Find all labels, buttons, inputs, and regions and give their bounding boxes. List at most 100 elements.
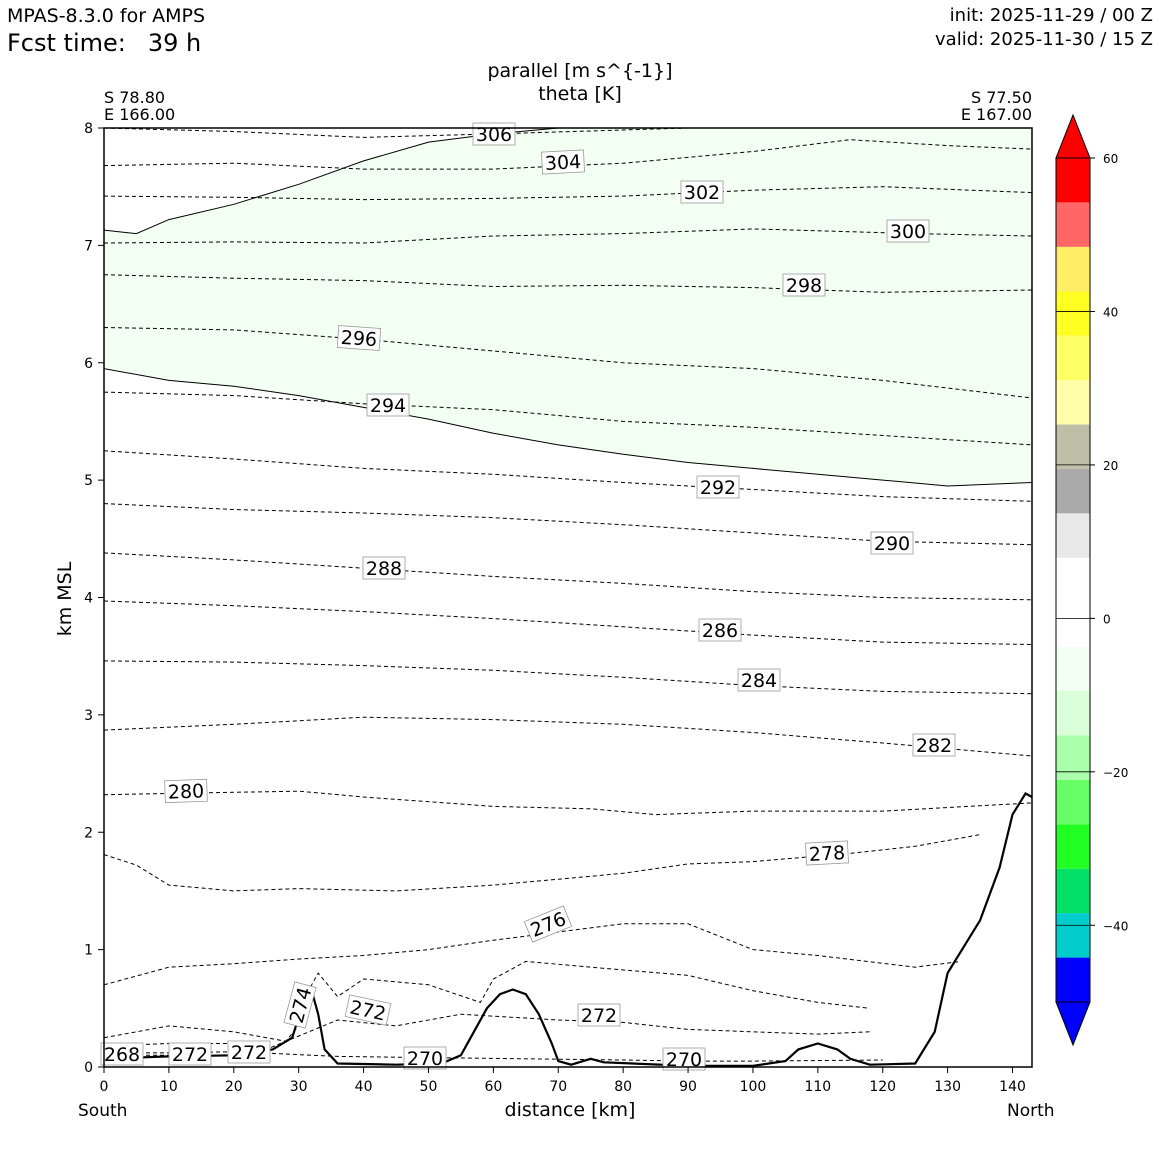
colorbar-segment — [1056, 468, 1090, 514]
x-tick-label: 90 — [679, 1079, 697, 1095]
colorbar-segment — [1056, 779, 1090, 825]
theta-contour-284 — [104, 660, 1032, 695]
y-tick-label: 0 — [84, 1060, 93, 1076]
contour-label-text: 302 — [684, 182, 720, 204]
contour-label-text: 292 — [700, 477, 736, 499]
contour-label-box — [737, 668, 781, 692]
y-tick-label: 7 — [84, 238, 93, 254]
contour-label-text: 272 — [231, 1042, 267, 1064]
theta-contour-280 — [104, 790, 1032, 816]
left-endpoint-lon: E 166.00 — [104, 105, 176, 124]
contour-label-box — [698, 618, 742, 642]
contour-label: 268 — [100, 1042, 144, 1066]
north-label: North — [1007, 1101, 1055, 1121]
x-tick-label: 20 — [225, 1079, 243, 1095]
contour-label-box — [362, 556, 406, 580]
theta-contour-292 — [104, 450, 1032, 502]
x-tick-label: 10 — [160, 1079, 178, 1095]
theta-contour-294 — [104, 391, 1032, 446]
y-tick-label: 1 — [84, 943, 93, 959]
valid-time: valid: 2025-11-30 / 15 Z — [935, 29, 1153, 50]
contour-label-box — [870, 531, 914, 555]
contour-label: 306 — [472, 122, 516, 146]
contour-label-text: 270 — [666, 1049, 702, 1071]
contour-label: 302 — [680, 180, 724, 204]
contour-label-text: 272 — [581, 1005, 617, 1027]
contour-label-box — [782, 273, 826, 297]
forecast-time-label: Fcst time: — [7, 29, 126, 57]
contour-label-box — [344, 994, 392, 1026]
wind-fill-region — [104, 128, 1032, 486]
contour-label: 272 — [168, 1042, 212, 1066]
contour-label: 270 — [662, 1047, 706, 1071]
colorbar-tick-label: 20 — [1103, 459, 1118, 473]
contour-label: 294 — [366, 393, 410, 417]
contour-label: 296 — [336, 325, 382, 351]
contour-label: 304 — [541, 149, 585, 175]
colorbar: 60 40 20 0 −20 −40 — [1055, 113, 1128, 1047]
x-tick-label: 140 — [999, 1079, 1026, 1095]
model-name: MPAS-8.3.0 for AMPS — [7, 5, 206, 27]
contour-label-text: 290 — [874, 533, 910, 555]
y-tick-label: 3 — [84, 708, 93, 724]
contour-label-box — [886, 219, 930, 243]
contour-label: 272 — [577, 1003, 621, 1027]
colorbar-tick-label: 40 — [1103, 305, 1118, 319]
contour-label-text: 272 — [348, 996, 388, 1025]
theta-contour-304 — [104, 139, 1032, 170]
south-label: South — [78, 1101, 128, 1121]
x-tick-label: 100 — [740, 1079, 767, 1095]
colorbar-tick-label: −20 — [1103, 766, 1128, 780]
contour-label-box — [680, 180, 724, 204]
contour-label: 298 — [782, 273, 826, 297]
colorbar-segment — [1056, 602, 1090, 647]
contour-label: 286 — [698, 618, 742, 642]
colorbar-tick-label: −40 — [1103, 919, 1128, 933]
contour-label-box — [696, 475, 740, 499]
contour-label-box — [662, 1047, 706, 1071]
right-endpoint-lon: E 167.00 — [960, 105, 1032, 124]
y-tick-label: 6 — [84, 356, 93, 372]
x-tick-label: 70 — [549, 1079, 567, 1095]
contour-label-text: 268 — [104, 1044, 140, 1066]
contour-label-text: 272 — [172, 1044, 208, 1066]
theta-contour-276 — [104, 923, 961, 986]
colorbar-over-triangle — [1055, 113, 1091, 159]
contour-label: 288 — [362, 556, 406, 580]
y-tick-label: 8 — [84, 121, 93, 137]
theta-contour-274 — [104, 960, 870, 1042]
x-tick-label: 130 — [934, 1079, 961, 1095]
forecast-time: Fcst time: 39 h — [7, 29, 201, 57]
y-tick-label: 4 — [84, 591, 93, 607]
wind-contour-lower — [104, 368, 1032, 487]
colorbar-segment — [1056, 335, 1090, 381]
x-axis-label: distance [km] — [504, 1099, 636, 1121]
contour-label-box — [541, 149, 585, 175]
theta-contour-278 — [104, 834, 981, 892]
colorbar-segment — [1056, 957, 1090, 1002]
x-tick-label: 120 — [869, 1079, 896, 1095]
contour-label-text: 286 — [702, 620, 738, 642]
contour-label: 274 — [283, 981, 317, 1029]
colorbar-segment — [1056, 158, 1090, 203]
y-tick-label: 2 — [84, 825, 93, 841]
contour-label: 272 — [344, 994, 392, 1026]
contour-label: 280 — [164, 778, 208, 804]
contour-label-text: 304 — [544, 151, 581, 175]
contour-label: 270 — [403, 1046, 447, 1070]
colorbar-segment — [1056, 380, 1090, 425]
contour-label-text: 284 — [741, 670, 777, 692]
y-tick-label: 5 — [84, 473, 93, 489]
contour-label-text: 278 — [808, 842, 845, 866]
theta-contour-302 — [104, 186, 1032, 201]
contour-label-box — [227, 1040, 271, 1064]
colorbar-segment — [1056, 646, 1090, 692]
left-endpoint-lat: S 78.80 — [104, 88, 166, 107]
x-tick-label: 60 — [484, 1079, 502, 1095]
contour-label-box — [403, 1046, 447, 1070]
x-tick-label: 40 — [355, 1079, 373, 1095]
colorbar-segment — [1056, 824, 1090, 869]
contour-label: 278 — [805, 840, 849, 866]
x-tick-label: 50 — [420, 1079, 438, 1095]
